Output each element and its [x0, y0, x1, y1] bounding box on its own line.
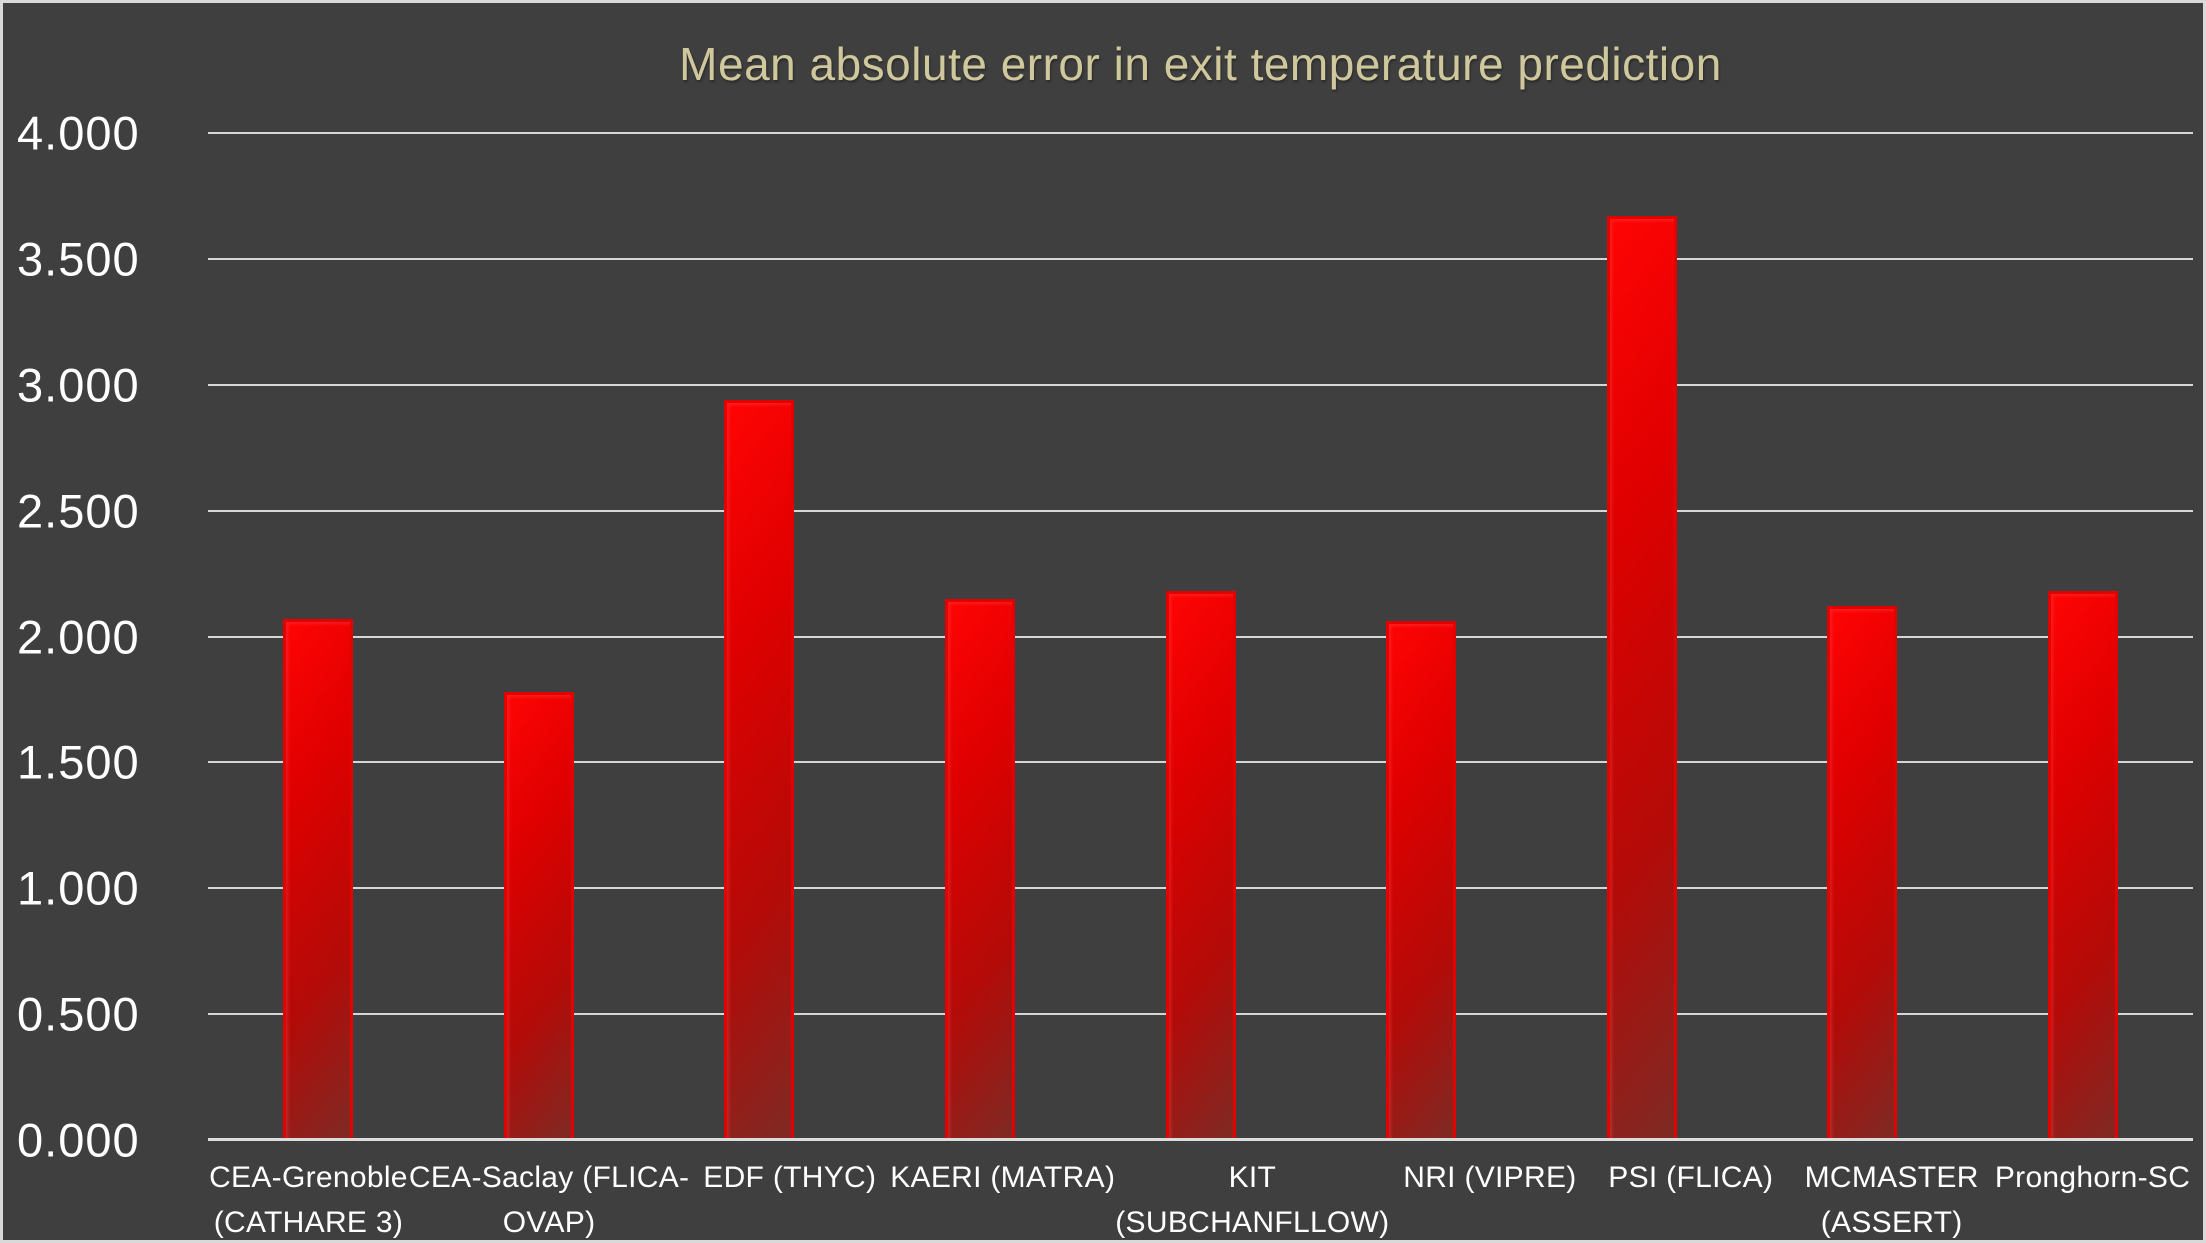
bar-slot-8	[1973, 133, 2194, 1140]
x-category-label-line: MCMASTER	[1804, 1161, 1979, 1194]
y-tick-label-4.000: 4.000	[17, 106, 140, 160]
gridline-y-3.000	[208, 383, 2193, 386]
x-category-label-line: KIT	[1228, 1161, 1277, 1194]
y-tick-label-2.000: 2.000	[17, 610, 140, 663]
x-axis-category-labels: CEA-Grenoble (CATHARE 3) CEA-Saclay (FLICA…	[208, 1155, 2193, 1240]
bar-slot-1	[429, 133, 650, 1140]
x-category-label-line: KAERI (MATRA)	[890, 1161, 1116, 1194]
x-axis-line	[208, 1138, 2193, 1141]
x-category-label-line: EDF (THYC)	[703, 1161, 877, 1194]
x-category-label-line: OVAP)	[502, 1206, 596, 1239]
gridline-y-2.500	[208, 509, 2193, 512]
bar-Pronghorn-SC	[2047, 591, 2118, 1140]
bar-series	[208, 133, 2193, 1140]
bar-slot-0	[208, 133, 429, 1140]
bar-slot-3	[870, 133, 1091, 1140]
bar-KAERI (MATRA)	[944, 598, 1015, 1140]
y-axis-tick-labels: 0.000 0.500 1.000 1.500 2.000 2.500 3.000 3.500…	[17, 107, 177, 1167]
y-tick-label-1.000: 1.000	[17, 861, 140, 915]
bar-slot-7	[1752, 133, 1973, 1140]
bar-NRI (VIPRE)	[1386, 621, 1457, 1140]
chart-title: Mean absolute error in exit temperature …	[679, 38, 1722, 90]
x-category-label-CEA-Saclay (FLICA-OVAP): CEA-Saclay (FLICA- OVAP)	[408, 1155, 690, 1240]
bar-slot-5	[1311, 133, 1532, 1140]
gridline-y-3.500	[208, 257, 2193, 260]
x-category-label-line: Pronghorn-SC	[1994, 1161, 2191, 1194]
y-tick-label-1.500: 1.500	[17, 735, 140, 789]
y-tick-label-0.000: 0.000	[17, 1113, 140, 1167]
x-category-label-KIT (SUBCHANFLLOW): KIT (SUBCHANFLLOW)	[1115, 1155, 1390, 1240]
bar-slot-2	[649, 133, 870, 1140]
bar-slot-4	[1090, 133, 1311, 1140]
x-category-label-line: (CATHARE 3)	[213, 1206, 404, 1239]
bar-slot-6	[1531, 133, 1752, 1140]
x-category-label-line: (ASSERT)	[1820, 1206, 1963, 1239]
bar-CEA-Grenoble (CATHARE 3)	[283, 618, 354, 1140]
y-tick-label-0.500: 0.500	[17, 987, 140, 1041]
gridline-y-4.000	[208, 132, 2193, 134]
x-category-label-Pronghorn-SC: Pronghorn-SC	[1992, 1155, 2193, 1240]
bar-EDF (THYC)	[724, 399, 795, 1140]
bar-MCMASTER (ASSERT)	[1827, 606, 1898, 1140]
y-tick-label-2.500: 2.500	[17, 484, 140, 538]
x-category-label-KAERI (MATRA): KAERI (MATRA)	[890, 1155, 1116, 1240]
x-category-label-line: NRI (VIPRE)	[1403, 1161, 1577, 1194]
bar-CEA-Saclay (FLICA-OVAP)	[503, 691, 574, 1140]
y-tick-label-3.000: 3.000	[17, 358, 140, 412]
x-category-label-line: (SUBCHANFLLOW)	[1115, 1206, 1390, 1239]
x-category-label-line: PSI (FLICA)	[1608, 1161, 1774, 1194]
x-category-label-MCMASTER (ASSERT): MCMASTER (ASSERT)	[1791, 1155, 1992, 1240]
x-category-label-line: CEA-Saclay (FLICA-	[408, 1161, 690, 1194]
x-category-label-CEA-Grenoble (CATHARE 3): CEA-Grenoble (CATHARE 3)	[208, 1155, 409, 1240]
plot-area	[208, 132, 2193, 1141]
x-category-label-NRI (VIPRE): NRI (VIPRE)	[1389, 1155, 1590, 1240]
bar-KIT (SUBCHANFLLOW)	[1165, 591, 1236, 1140]
y-tick-label-3.500: 3.500	[17, 232, 140, 286]
x-category-label-line: CEA-Grenoble	[209, 1161, 408, 1194]
bar-PSI (FLICA)	[1606, 216, 1677, 1140]
x-category-label-EDF (THYC): EDF (THYC)	[689, 1155, 890, 1240]
x-category-label-PSI (FLICA): PSI (FLICA)	[1590, 1155, 1791, 1240]
